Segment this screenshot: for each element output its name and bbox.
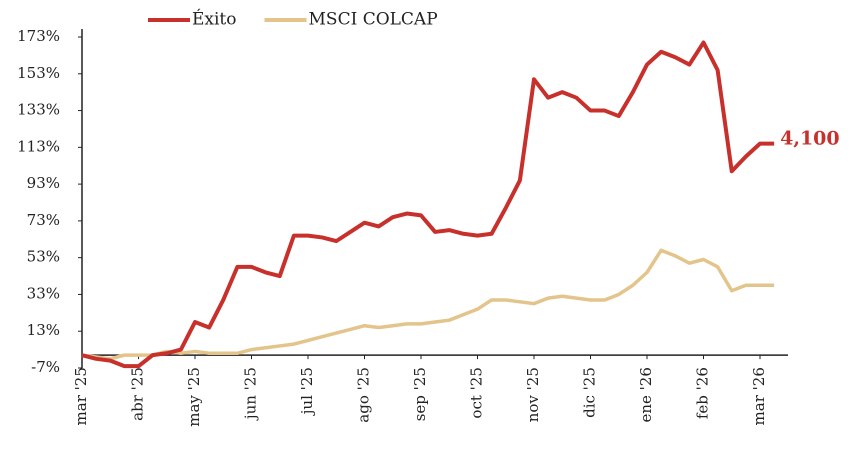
series-line xyxy=(81,40,775,369)
end-label: 4,100 xyxy=(780,128,840,150)
y-tick-label: 53% xyxy=(27,248,60,266)
y-tick-label: 73% xyxy=(27,211,60,229)
y-tick-label: 173% xyxy=(17,27,60,45)
y-tick-label: 33% xyxy=(27,284,60,302)
x-tick-label: feb '26 xyxy=(694,367,712,419)
x-tick-label: oct '25 xyxy=(468,367,486,418)
y-tick-label: 153% xyxy=(17,64,60,82)
x-tick-label: jul '25 xyxy=(298,367,316,416)
y-tick-label: 13% xyxy=(27,321,60,339)
x-tick-label: sep '25 xyxy=(411,367,429,421)
y-tick-label: -7% xyxy=(31,358,60,376)
legend-label: Éxito xyxy=(192,9,237,30)
x-tick-label: ago '25 xyxy=(355,367,373,423)
x-tick-label: dic '25 xyxy=(581,367,599,418)
y-tick-label: 93% xyxy=(27,174,60,192)
x-tick-label: abr '25 xyxy=(129,367,147,421)
y-tick-label: 113% xyxy=(17,137,60,155)
x-tick-label: jun '25 xyxy=(242,367,260,421)
x-tick-label: mar '26 xyxy=(750,367,768,425)
legend-label: MSCI COLCAP xyxy=(309,10,438,30)
series-line xyxy=(81,248,775,361)
x-tick-label: may '25 xyxy=(185,367,203,427)
x-tick-label: mar '25 xyxy=(72,367,90,425)
y-tick-label: 133% xyxy=(17,101,60,119)
x-tick-label: nov '25 xyxy=(524,367,542,422)
x-tick-label: ene '26 xyxy=(637,367,655,422)
